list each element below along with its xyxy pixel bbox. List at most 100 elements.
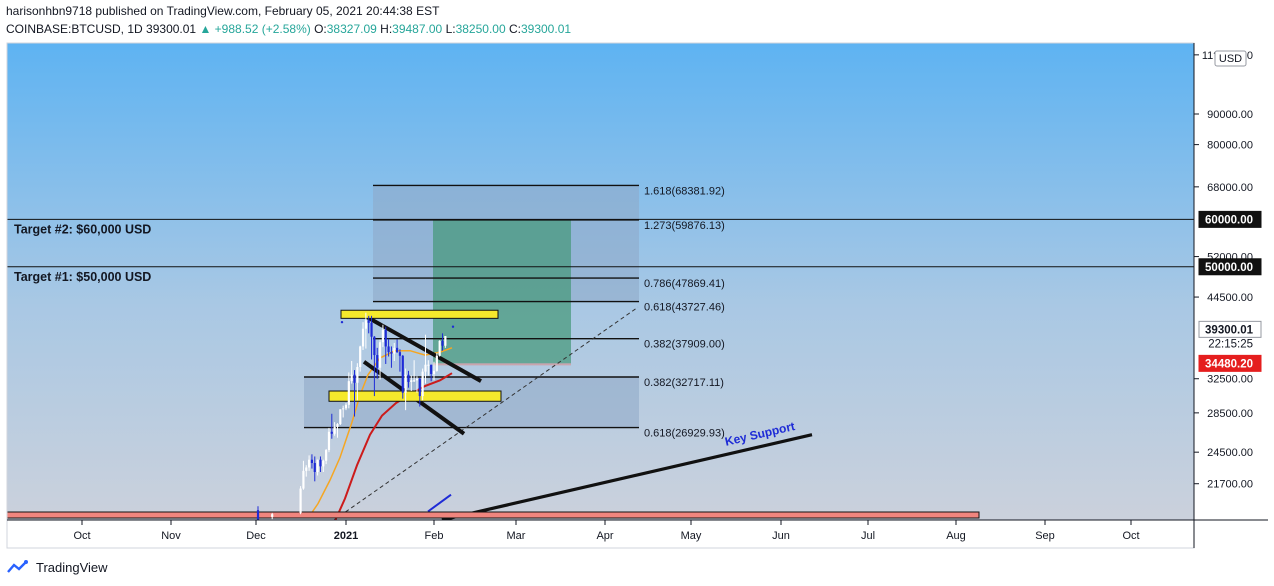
candle[interactable] bbox=[307, 455, 311, 471]
target-label: Target #2: $60,000 USD bbox=[14, 222, 151, 236]
candle[interactable] bbox=[444, 336, 447, 348]
currency-badge[interactable] bbox=[1214, 50, 1247, 67]
resistance-zone[interactable] bbox=[340, 309, 499, 319]
candle-body bbox=[327, 431, 331, 451]
candle[interactable] bbox=[381, 324, 385, 348]
candle-body bbox=[413, 380, 416, 382]
low-value: 38250.00 bbox=[455, 22, 506, 36]
candle[interactable] bbox=[333, 422, 336, 436]
candle[interactable] bbox=[319, 456, 322, 473]
candle[interactable] bbox=[350, 360, 353, 384]
price-label-text: 22:15:25 bbox=[1208, 339, 1253, 351]
candle-body bbox=[305, 467, 308, 471]
fib-label: 0.618(26929.93) bbox=[644, 428, 725, 440]
price-label-box bbox=[1198, 354, 1262, 372]
candle-body bbox=[313, 463, 316, 473]
candle[interactable] bbox=[364, 312, 367, 349]
candle[interactable] bbox=[305, 465, 308, 477]
candle[interactable] bbox=[256, 506, 260, 529]
candle[interactable] bbox=[384, 326, 387, 364]
candle[interactable] bbox=[413, 360, 416, 382]
candle[interactable] bbox=[330, 413, 333, 439]
candle-body bbox=[333, 426, 336, 434]
candle-body bbox=[367, 320, 370, 323]
low-label: L: bbox=[445, 22, 456, 36]
candle-body bbox=[302, 470, 305, 489]
fib-label: 1.273(59876.13) bbox=[644, 220, 725, 232]
candle[interactable] bbox=[421, 368, 424, 401]
candle[interactable] bbox=[285, 524, 287, 538]
candle[interactable] bbox=[415, 376, 419, 393]
candle[interactable] bbox=[407, 370, 410, 388]
candle[interactable] bbox=[336, 423, 339, 438]
candle-body bbox=[421, 371, 424, 397]
candle-body bbox=[444, 336, 447, 346]
candle-body bbox=[285, 528, 287, 531]
candle[interactable] bbox=[361, 322, 365, 350]
candle[interactable] bbox=[441, 333, 444, 351]
candle[interactable] bbox=[322, 459, 325, 473]
candle-body bbox=[435, 355, 438, 371]
candle[interactable] bbox=[370, 315, 373, 360]
candle[interactable] bbox=[344, 403, 348, 411]
candle[interactable] bbox=[342, 405, 345, 418]
candle[interactable] bbox=[313, 456, 316, 482]
candle[interactable] bbox=[430, 364, 433, 382]
fib-label: 0.382(32717.11) bbox=[644, 377, 724, 389]
candle[interactable] bbox=[418, 377, 421, 407]
candle[interactable] bbox=[410, 375, 413, 392]
marker-dot bbox=[451, 325, 455, 328]
high-label: H: bbox=[380, 22, 393, 36]
candle-body bbox=[390, 352, 393, 354]
bottom-support-bar[interactable] bbox=[7, 511, 980, 519]
candle[interactable] bbox=[316, 459, 319, 476]
candle-body bbox=[418, 378, 421, 397]
symbol-name[interactable]: COINBASE:BTCUSD, 1D bbox=[6, 22, 143, 36]
candle[interactable] bbox=[398, 349, 402, 372]
blue-segment bbox=[427, 493, 452, 513]
fib-label: 1.618(68381.92) bbox=[644, 185, 725, 197]
candle[interactable] bbox=[302, 460, 305, 490]
candle[interactable] bbox=[427, 360, 430, 376]
candle[interactable] bbox=[438, 340, 441, 357]
candle[interactable] bbox=[299, 486, 302, 515]
candle[interactable] bbox=[395, 339, 399, 353]
candle[interactable] bbox=[435, 352, 438, 372]
candle[interactable] bbox=[378, 339, 382, 380]
candle[interactable] bbox=[327, 427, 331, 453]
candle[interactable] bbox=[271, 512, 274, 520]
close-value: 39300.01 bbox=[520, 22, 572, 36]
time-tick-label: Feb bbox=[425, 530, 444, 542]
candle[interactable] bbox=[243, 543, 245, 555]
candle[interactable] bbox=[339, 409, 342, 426]
support-zone[interactable] bbox=[328, 390, 502, 402]
candle[interactable] bbox=[359, 345, 362, 372]
footer-brand-label: TradingView bbox=[36, 559, 108, 575]
candle[interactable] bbox=[373, 336, 376, 397]
open-value: 38327.09 bbox=[326, 22, 377, 36]
candle[interactable] bbox=[390, 346, 393, 368]
candle[interactable] bbox=[387, 338, 390, 357]
price-label-box bbox=[1198, 210, 1262, 228]
candle[interactable] bbox=[347, 372, 350, 409]
time-tick-label: Sep bbox=[1035, 530, 1055, 542]
candle-body bbox=[310, 459, 314, 464]
candle[interactable] bbox=[325, 449, 328, 465]
candle[interactable] bbox=[310, 454, 314, 469]
candle[interactable] bbox=[356, 363, 359, 401]
candle[interactable] bbox=[432, 361, 436, 381]
channel-upper-line[interactable] bbox=[365, 314, 482, 383]
candle[interactable] bbox=[376, 347, 379, 379]
candle-body bbox=[430, 364, 433, 374]
candle[interactable] bbox=[393, 342, 396, 361]
key-support-line[interactable] bbox=[441, 433, 813, 520]
candle[interactable] bbox=[353, 370, 356, 417]
candle[interactable] bbox=[367, 315, 370, 334]
candle[interactable] bbox=[401, 355, 404, 399]
footer-brand[interactable]: TradingView bbox=[6, 559, 108, 575]
candle[interactable] bbox=[424, 334, 427, 384]
time-tick-label: May bbox=[681, 530, 702, 542]
candle[interactable] bbox=[404, 368, 407, 411]
dashed-trendline[interactable] bbox=[333, 306, 639, 520]
